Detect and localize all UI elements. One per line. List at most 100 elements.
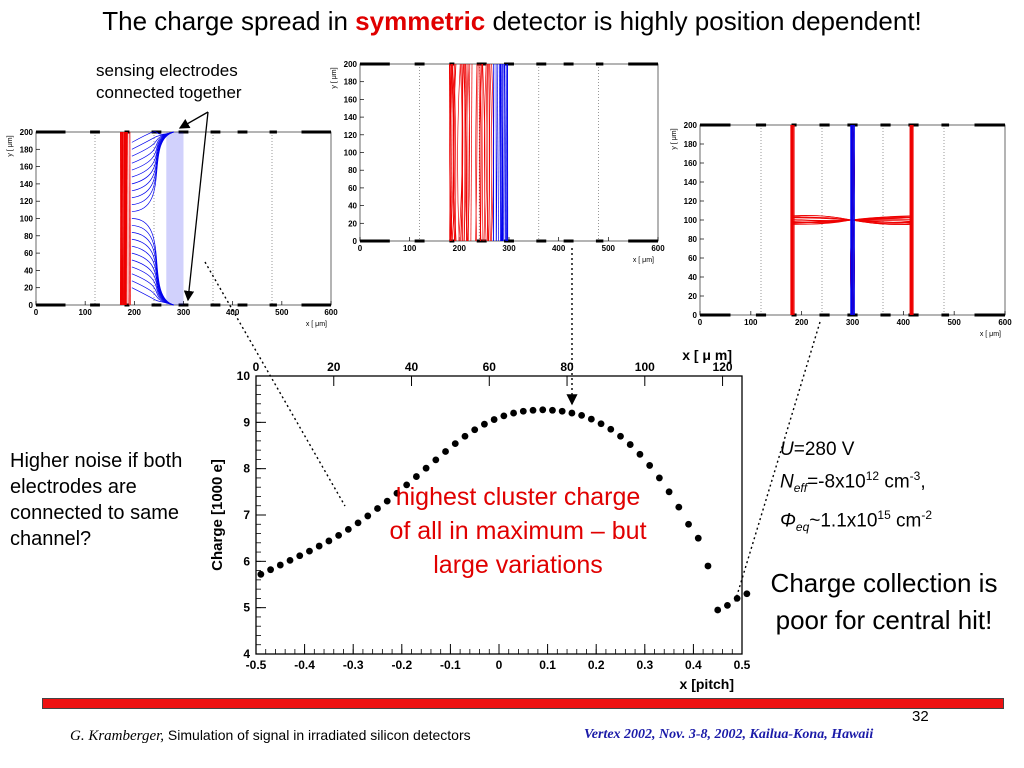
x-tick-label: 100 xyxy=(78,308,92,317)
data-point xyxy=(597,420,605,428)
x-tick-label: 600 xyxy=(998,318,1012,327)
x-tick-label: 0 xyxy=(358,244,363,253)
x2-tick-label: 80 xyxy=(560,360,574,374)
y-tick-label: 20 xyxy=(348,219,357,228)
y-tick-label: 10 xyxy=(237,369,251,383)
x-tick-label: 0 xyxy=(34,308,39,317)
x2-tick-label: 20 xyxy=(327,360,341,374)
electron-track xyxy=(505,63,508,242)
data-point xyxy=(490,416,498,423)
y-tick-label: 20 xyxy=(24,284,33,293)
hole-track xyxy=(489,63,493,242)
x-tick-label: 0.1 xyxy=(539,658,556,672)
x-tick-label: 200 xyxy=(128,308,142,317)
y-tick-label: 180 xyxy=(20,145,34,154)
x-tick-label: 0.2 xyxy=(588,658,605,672)
electron-track xyxy=(504,63,507,242)
hole-track xyxy=(460,63,464,242)
param-voltage: U=280 V xyxy=(780,439,855,460)
data-point xyxy=(315,542,323,550)
noise-question-text: Higher noise if both electrodes are conn… xyxy=(10,450,183,550)
x-tick-label: -0.2 xyxy=(391,658,412,672)
electron-track xyxy=(499,63,502,242)
electron-track xyxy=(131,131,174,206)
hole-track xyxy=(121,131,124,306)
y-tick-label: 100 xyxy=(344,149,358,158)
y-tick-label: 60 xyxy=(688,254,697,263)
param-fluence: Φeq~1.1x1015 cm-2 xyxy=(780,508,933,535)
y-tick-label: 8 xyxy=(243,462,250,476)
electron-track xyxy=(498,63,501,242)
data-point xyxy=(481,420,488,428)
data-point xyxy=(539,406,547,414)
sensing-arrow-left xyxy=(178,111,209,129)
drift-plot-left: 0 100 200 300 400 500 600 0 20 40 60 80 100 120 140 160… xyxy=(7,128,338,328)
data-point xyxy=(451,440,459,448)
hole-track xyxy=(483,63,487,242)
sensing-line-1: sensing electrodes xyxy=(96,61,238,80)
y-tick-label: 40 xyxy=(24,266,33,275)
data-point xyxy=(412,473,420,480)
title-highlight: symmetric xyxy=(355,6,486,36)
footer-talk-title: Simulation of signal in irradiated silic… xyxy=(164,727,471,743)
y-tick-label: 120 xyxy=(344,131,358,140)
data-point xyxy=(325,537,333,545)
electron-track xyxy=(131,218,174,306)
y-axis-label: y [ μm] xyxy=(331,67,338,88)
x-tick-label: -0.4 xyxy=(294,658,315,672)
x-tick-label: 0.3 xyxy=(636,658,653,672)
data-point xyxy=(549,406,556,414)
drift-plot-middle: 0 100 200 300 400 500 600 0 20 40 60 80 100 120 140 160… xyxy=(331,60,665,264)
data-point xyxy=(383,497,391,505)
y-tick-label: 5 xyxy=(243,601,250,615)
data-point xyxy=(306,547,313,555)
y-tick-label: 40 xyxy=(688,273,697,282)
y-tick-label: 60 xyxy=(348,184,357,193)
data-point xyxy=(685,520,692,528)
data-point xyxy=(354,519,362,527)
x-tick-label: 100 xyxy=(403,244,417,253)
hole-track xyxy=(481,63,484,242)
footer-author-title: G. Kramberger, Simulation of signal in i… xyxy=(70,727,471,745)
charge-vs-position-chart: -0.5 -0.4 -0.3 -0.2 -0.1 0 0.1 0.2 0.3 0.4 0.5 0 20 4… xyxy=(209,347,751,692)
x-tick-label: 500 xyxy=(947,318,961,327)
y-tick-label: 20 xyxy=(688,292,697,301)
title-pre: The charge spread in xyxy=(102,6,356,36)
y-tick-label: 6 xyxy=(243,554,250,568)
hole-track xyxy=(120,131,122,306)
y-tick-label: 4 xyxy=(243,647,250,661)
x2-tick-label: 120 xyxy=(713,360,733,374)
y-axis-label: Charge [1000 e] xyxy=(209,459,226,571)
y-tick-label: 200 xyxy=(344,60,358,69)
hole-track xyxy=(470,63,473,242)
x-tick-label: 0.4 xyxy=(685,658,702,672)
data-point xyxy=(578,411,586,419)
hole-track xyxy=(479,63,482,242)
y-tick-label: 200 xyxy=(684,121,698,130)
x-tick-label: 400 xyxy=(897,318,911,327)
y-tick-label: 140 xyxy=(684,178,698,187)
data-point xyxy=(442,448,449,455)
x-tick-label: 500 xyxy=(275,308,289,317)
data-point xyxy=(724,601,731,609)
y-tick-label: 0 xyxy=(693,311,698,320)
dotted-connector-right xyxy=(734,321,821,603)
sensing-arrow-right xyxy=(183,111,209,302)
y-tick-label: 100 xyxy=(684,216,698,225)
data-point xyxy=(296,552,304,560)
data-point xyxy=(636,450,644,458)
hole-track xyxy=(450,63,454,242)
y-tick-label: 60 xyxy=(24,249,33,258)
data-point xyxy=(286,557,294,564)
x-tick-label: -0.1 xyxy=(440,658,461,672)
hole-track xyxy=(485,63,489,242)
y-tick-label: 200 xyxy=(20,128,34,137)
electron-track xyxy=(501,63,504,242)
x-tick-label: 300 xyxy=(502,244,516,253)
y-tick-label: 160 xyxy=(684,159,698,168)
data-point xyxy=(743,590,751,598)
data-point xyxy=(655,474,663,482)
y-tick-label: 160 xyxy=(20,163,34,172)
hole-track xyxy=(450,63,453,242)
